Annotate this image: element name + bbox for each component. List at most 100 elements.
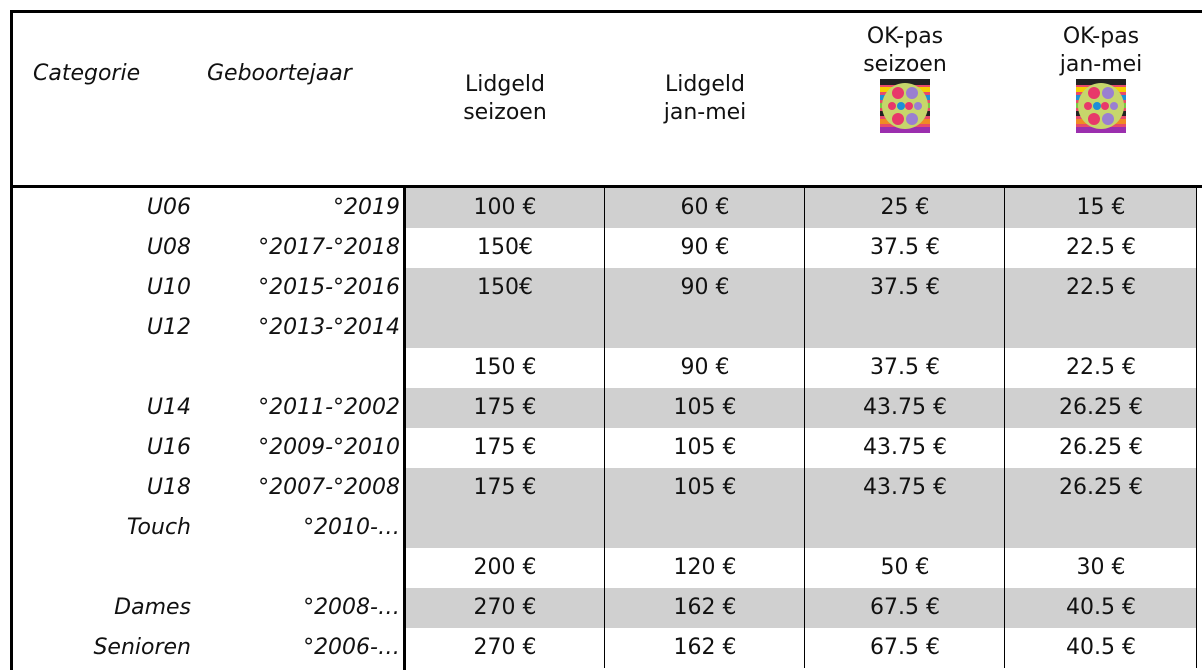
price: 105 € — [673, 435, 737, 460]
cell-border — [804, 428, 805, 468]
cell-border — [1196, 228, 1197, 268]
cell-border — [604, 628, 605, 668]
price: 270 € — [473, 635, 537, 660]
cell-border — [604, 388, 605, 428]
header-label: OK-pas — [1062, 24, 1140, 49]
price: 26.25 € — [1059, 475, 1143, 500]
header-label: seizoen — [463, 100, 547, 125]
cell-border — [1004, 508, 1005, 548]
cell-border — [604, 548, 605, 588]
row-shade — [406, 308, 1197, 348]
birth-year: °2019 — [333, 195, 400, 220]
cell-border — [804, 388, 805, 428]
cell-border — [1196, 388, 1197, 428]
price: 37.5 € — [870, 235, 940, 260]
birth-year: °2009-°2010 — [258, 435, 400, 460]
cell-border — [804, 348, 805, 388]
cell-border — [1196, 348, 1197, 388]
cell-border — [1196, 628, 1197, 668]
price: 22.5 € — [1066, 275, 1136, 300]
price: 200 € — [473, 555, 537, 580]
row-shade — [406, 588, 1197, 628]
birth-year: °2011-°2002 — [258, 395, 400, 420]
category: U16 — [146, 435, 191, 460]
cell-border — [1004, 388, 1005, 428]
cell-border — [1196, 308, 1197, 348]
header-cell: OK-pas jan-mei — [1005, 13, 1197, 185]
row-shade — [406, 388, 1197, 428]
price: 22.5 € — [1066, 235, 1136, 260]
price: 67.5 € — [870, 595, 940, 620]
category: Senioren — [93, 635, 191, 660]
price: 150€ — [477, 275, 533, 300]
price: 150 € — [473, 355, 537, 380]
cell-border — [1004, 548, 1005, 588]
birth-year: °2007-°2008 — [258, 475, 400, 500]
price: 67.5 € — [870, 635, 940, 660]
header-label: seizoen — [863, 52, 947, 77]
cell-border — [1004, 468, 1005, 508]
cell-border — [604, 188, 605, 228]
header-label: Geboortejaar — [207, 61, 352, 86]
price: 150€ — [477, 235, 533, 260]
cell-border — [604, 348, 605, 388]
birth-year: °2008-… — [303, 595, 400, 620]
price: 26.25 € — [1059, 435, 1143, 460]
top-border — [10, 10, 1202, 13]
price: 175 € — [473, 435, 537, 460]
header-label: Lidgeld — [665, 72, 745, 97]
cell-border — [604, 428, 605, 468]
header-label: Categorie — [33, 61, 141, 86]
category: Touch — [126, 515, 191, 540]
cell-border — [1196, 548, 1197, 588]
left-border — [10, 10, 13, 670]
category: U12 — [146, 315, 191, 340]
birth-year: °2017-°2018 — [258, 235, 400, 260]
header-label: jan-mei — [1059, 52, 1143, 77]
price: 26.25 € — [1059, 395, 1143, 420]
price: 40.5 € — [1066, 595, 1136, 620]
category: U18 — [146, 475, 191, 500]
price: 37.5 € — [870, 355, 940, 380]
cell-border — [604, 308, 605, 348]
cell-border — [1004, 308, 1005, 348]
header-cell: Lidgeld jan-mei — [605, 13, 805, 185]
cell-border — [1004, 188, 1005, 228]
price: 43.75 € — [863, 395, 947, 420]
ok-pas-logo — [1076, 79, 1126, 133]
price: 22.5 € — [1066, 355, 1136, 380]
cell-border — [604, 508, 605, 548]
birth-year: °2015-°2016 — [258, 275, 400, 300]
header-border — [10, 185, 1202, 188]
price: 100 € — [473, 195, 537, 220]
row-shade — [406, 188, 1197, 228]
price: 162 € — [673, 635, 737, 660]
category: Dames — [114, 595, 191, 620]
category: U08 — [146, 235, 191, 260]
cell-border — [804, 628, 805, 668]
header-cell: OK-pas seizoen — [805, 13, 1005, 185]
header-label: OK-pas — [866, 24, 944, 49]
header-label: jan-mei — [663, 100, 747, 125]
cell-border — [804, 308, 805, 348]
cell-border — [1004, 228, 1005, 268]
price: 90 € — [680, 235, 730, 260]
price: 43.75 € — [863, 435, 947, 460]
price: 15 € — [1076, 195, 1126, 220]
price: 43.75 € — [863, 475, 947, 500]
ok-pas-logo — [880, 79, 930, 133]
price: 90 € — [680, 355, 730, 380]
price: 175 € — [473, 395, 537, 420]
cell-border — [1004, 268, 1005, 308]
price: 90 € — [680, 275, 730, 300]
category: U10 — [146, 275, 191, 300]
price: 175 € — [473, 475, 537, 500]
header-cell: Lidgeld seizoen — [405, 13, 605, 185]
price: 120 € — [673, 555, 737, 580]
price: 50 € — [880, 555, 930, 580]
cell-border — [804, 548, 805, 588]
price: 37.5 € — [870, 275, 940, 300]
row-shade — [406, 468, 1197, 508]
birth-year: °2013-°2014 — [258, 315, 400, 340]
